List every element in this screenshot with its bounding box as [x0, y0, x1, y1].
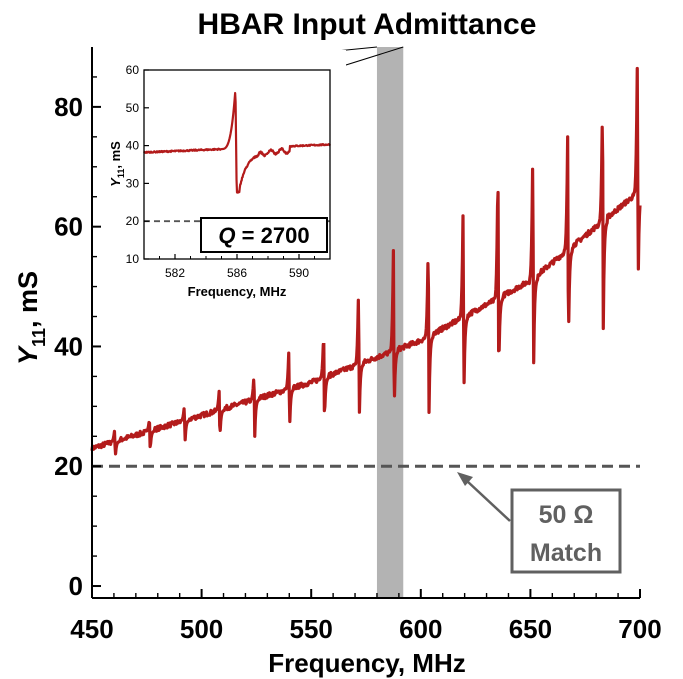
y-axis-label-main: Y	[13, 344, 43, 365]
callout-arrow-head	[457, 472, 473, 486]
q-value: = 2700	[236, 223, 310, 248]
inset-y-tick-label: 10	[126, 252, 140, 266]
inset-x-tick-label: 586	[227, 266, 247, 280]
y-axis-label-rest: , mS	[13, 271, 43, 328]
callout-line1: 50 Ω	[539, 501, 594, 529]
inset-y-tick-label: 40	[126, 139, 140, 153]
inset-y-label-main: Y	[108, 177, 123, 187]
inset-x-axis-label: Frequency, MHz	[188, 284, 287, 299]
highlight-band-layer	[376, 47, 404, 598]
x-tick-label: 450	[70, 614, 113, 644]
inset-plot: 582 586 590 10 20 30 40 50 60 Frequency, MHz Y1…	[104, 50, 346, 343]
y-tick-label: 80	[54, 92, 83, 122]
y-axis-label-sub: 11	[29, 328, 49, 347]
x-axis-label: Frequency, MHz	[268, 648, 465, 678]
inset-y-tick-label: 60	[126, 63, 140, 77]
y-tick-label: 20	[54, 451, 83, 481]
admittance-series-line	[90, 66, 642, 456]
x-tick-label: 600	[399, 614, 442, 644]
highlight-band	[376, 47, 404, 598]
match-callout: 50 Ω Match	[457, 472, 622, 574]
x-tick-labels: 450 500 550 600 650 700	[70, 589, 662, 644]
main-axes	[91, 47, 640, 599]
inset-background	[104, 50, 346, 343]
inset-y-label-sub: 11	[116, 169, 126, 179]
inset-y-tick-labels: 10 20 30 40 50 60	[126, 63, 149, 266]
inset-x-tick-label: 590	[289, 266, 309, 280]
inset-y-tick-label: 50	[126, 101, 140, 115]
q-symbol: Q	[218, 223, 235, 248]
y-tick-label: 40	[54, 331, 83, 361]
series-layer	[90, 66, 642, 456]
y-tick-label: 0	[69, 571, 83, 601]
x-tick-label: 700	[618, 614, 661, 644]
x-tick-label: 550	[290, 614, 333, 644]
inset-y-label-rest: , mS	[108, 141, 123, 169]
y-tick-labels: 0 20 40 60 80	[54, 76, 101, 601]
callout-arrow	[466, 480, 511, 522]
inset-x-tick-labels: 582 586 590	[159, 254, 315, 280]
x-tick-label: 500	[180, 614, 223, 644]
chart-title: HBAR Input Admittance	[198, 8, 537, 41]
inset-series-layer	[143, 91, 331, 194]
y-tick-label: 60	[54, 212, 83, 242]
inset-y-tick-label: 20	[126, 214, 140, 228]
callout-line2: Match	[530, 539, 602, 567]
inset-y-axis-label: Y11, mS	[108, 141, 126, 187]
q-factor-box	[200, 217, 328, 253]
inset-x-tick-label: 582	[165, 266, 185, 280]
inset-y-tick-label: 30	[126, 176, 140, 190]
y-axis-label: Y11, mS	[13, 271, 49, 365]
callout-box	[510, 488, 622, 574]
inset-series-line	[143, 91, 331, 194]
x-tick-label: 650	[509, 614, 552, 644]
q-factor-label: Q = 2700	[218, 223, 309, 248]
